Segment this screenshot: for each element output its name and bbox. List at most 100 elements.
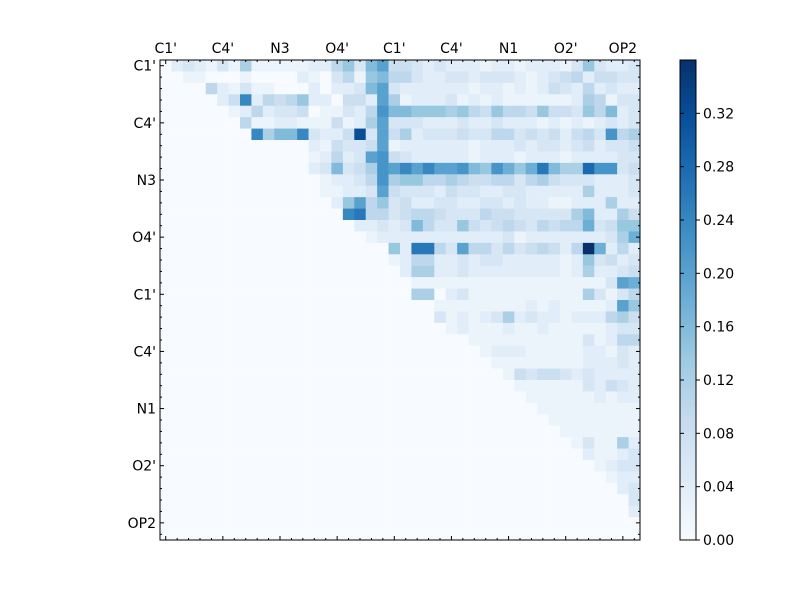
heatmap-cell	[251, 174, 264, 187]
heatmap-cell	[320, 368, 332, 381]
heatmap-cell	[262, 482, 275, 495]
heatmap-cell	[560, 277, 572, 289]
heatmap-cell	[262, 60, 275, 72]
heatmap-cell	[422, 357, 435, 369]
heatmap-cell	[582, 437, 595, 449]
heatmap-cell	[274, 151, 287, 164]
heatmap-cell	[205, 322, 218, 335]
heatmap-cell	[331, 231, 344, 244]
heatmap-cell	[342, 265, 355, 278]
heatmap-cell	[285, 174, 298, 187]
heatmap-cell	[240, 357, 252, 369]
heatmap-cell	[457, 208, 469, 221]
heatmap-cell	[320, 460, 332, 472]
heatmap-cell	[491, 151, 504, 164]
heatmap-cell	[560, 368, 572, 381]
heatmap-cell	[605, 288, 618, 301]
heatmap-cell	[251, 425, 264, 438]
heatmap-cell	[560, 128, 572, 141]
heatmap-cell	[514, 71, 527, 84]
heatmap-cell	[354, 265, 367, 278]
heatmap-cell	[434, 265, 447, 278]
heatmap-cell	[274, 220, 287, 232]
heatmap-cell	[342, 494, 355, 507]
heatmap-cell	[377, 311, 389, 324]
heatmap-cell	[297, 482, 309, 495]
heatmap-cell	[285, 460, 298, 472]
heatmap-cell	[480, 391, 492, 404]
heatmap-cell	[354, 105, 367, 118]
heatmap-cell	[262, 437, 275, 449]
heatmap-cell	[285, 82, 298, 95]
heatmap-cell	[240, 60, 252, 72]
heatmap-cell	[445, 311, 458, 324]
heatmap-cell	[411, 242, 424, 255]
heatmap-cell	[171, 414, 184, 427]
heatmap-cell	[377, 105, 389, 118]
heatmap-cell	[445, 140, 458, 152]
heatmap-cell	[240, 402, 252, 415]
heatmap-cell	[240, 197, 252, 209]
heatmap-cell	[331, 265, 344, 278]
heatmap-cell	[240, 311, 252, 324]
heatmap-cell	[228, 231, 241, 244]
heatmap-cell	[262, 448, 275, 461]
heatmap-cell	[560, 174, 572, 187]
heatmap-cell	[594, 277, 607, 289]
heatmap-cell	[182, 197, 195, 209]
heatmap-cell	[228, 448, 241, 461]
heatmap-cell	[457, 460, 469, 472]
heatmap-cell	[342, 322, 355, 335]
heatmap-cell	[457, 288, 469, 301]
heatmap-cell	[308, 105, 321, 118]
heatmap-cell	[377, 117, 389, 129]
heatmap-cell	[285, 94, 298, 107]
heatmap-cell	[582, 368, 595, 381]
heatmap-cell	[297, 288, 309, 301]
heatmap-cell	[354, 334, 367, 347]
heatmap-cell	[537, 254, 549, 267]
heatmap-cell	[262, 528, 275, 541]
heatmap-cell	[571, 94, 584, 107]
heatmap-cell	[628, 482, 641, 495]
axis-tick-labels: C1' C4' N3 O4' C1' C4' N1 O2' OP2C1'C4'N3O4'C1'C…	[128, 41, 637, 532]
heatmap-cell	[617, 105, 629, 118]
heatmap-cell	[617, 128, 629, 141]
heatmap-cell	[411, 311, 424, 324]
heatmap-cell	[331, 174, 344, 187]
heatmap-cell	[171, 460, 184, 472]
heatmap-cell	[171, 151, 184, 164]
heatmap-cell	[468, 391, 481, 404]
heatmap-cell	[365, 82, 378, 95]
heatmap-cell	[525, 174, 538, 187]
heatmap-cell	[365, 311, 378, 324]
heatmap-cell	[480, 414, 492, 427]
heatmap-cell	[354, 402, 367, 415]
heatmap-cell	[582, 357, 595, 369]
heatmap-cell	[171, 494, 184, 507]
heatmap-cell	[605, 208, 618, 221]
heatmap-cell	[308, 505, 321, 518]
heatmap-cell	[217, 300, 229, 312]
heatmap-cell	[434, 185, 447, 198]
heatmap-cell	[422, 414, 435, 427]
heatmap-cell	[594, 517, 607, 529]
heatmap-cell	[217, 357, 229, 369]
heatmap-cell	[228, 60, 241, 72]
heatmap-cell	[594, 505, 607, 518]
heatmap-cell	[228, 254, 241, 267]
heatmap-cell	[514, 242, 527, 255]
heatmap-cell	[377, 437, 389, 449]
heatmap-cell	[251, 151, 264, 164]
heatmap-cell	[171, 311, 184, 324]
heatmap-cell	[205, 208, 218, 221]
heatmap-cell	[411, 71, 424, 84]
heatmap-cell	[400, 402, 412, 415]
heatmap-cell	[514, 345, 527, 358]
heatmap-cell	[422, 174, 435, 187]
heatmap-cell	[365, 162, 378, 175]
heatmap-cell	[388, 311, 401, 324]
heatmap-cell	[331, 71, 344, 84]
heatmap-cell	[217, 437, 229, 449]
